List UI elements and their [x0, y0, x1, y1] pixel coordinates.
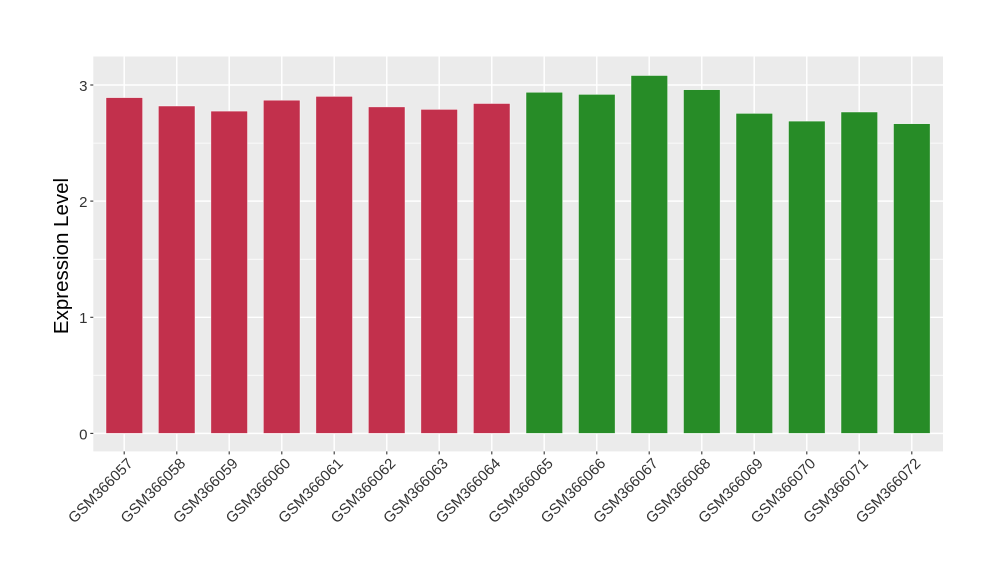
svg-text:1: 1	[79, 310, 87, 327]
svg-text:Expression Level: Expression Level	[50, 178, 73, 334]
svg-text:3: 3	[79, 78, 87, 95]
svg-text:2: 2	[79, 194, 87, 211]
svg-text:0: 0	[79, 426, 87, 443]
